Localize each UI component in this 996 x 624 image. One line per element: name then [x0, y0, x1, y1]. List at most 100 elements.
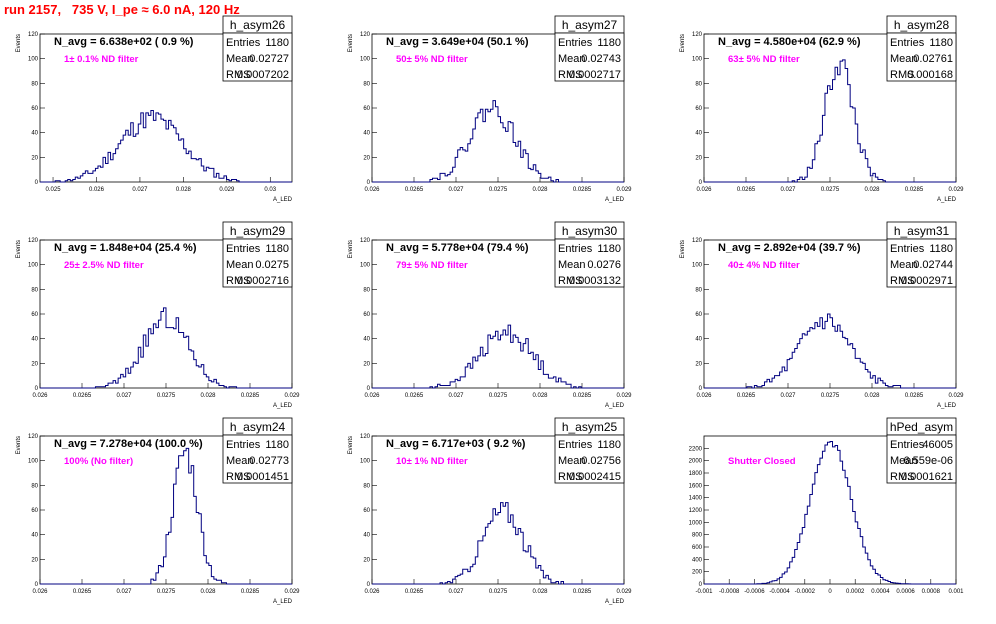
stats-value: 0.0001621	[901, 471, 953, 483]
stats-key: RMS	[558, 275, 582, 287]
stats-box	[886, 32, 957, 82]
x-tick-label: -0.001	[695, 589, 713, 595]
y-tick-label: 60	[695, 312, 702, 318]
x-tick-label: 0.0285	[905, 187, 924, 193]
y-tick-label: 800	[692, 533, 703, 539]
y-tick-label: 40	[31, 131, 38, 137]
x-tick-label: 0.0004	[871, 589, 890, 595]
histogram-panel-h_asym31: 0 20 40 60 80 100 120 0.026 0.0265 0.027 0.0275 0.0…	[664, 221, 996, 428]
stats-value: 0.02756	[581, 455, 621, 467]
y-tick-label: 80	[31, 287, 38, 293]
histogram-series-hPed_asym	[704, 440, 956, 585]
stats-value: 1180	[929, 243, 953, 255]
histogram-svg: 0 200 400 600 800 1000 1200 1400 1600 1800 2000 220…	[689, 417, 964, 595]
y-axis-label: Events	[16, 34, 22, 52]
x-tick-label: 0.001	[948, 589, 964, 595]
stats-key: Entries	[890, 243, 925, 255]
y-tick-label: 0	[367, 180, 371, 186]
y-tick-label: 2200	[689, 446, 703, 452]
x-tick-label: 0.029	[616, 589, 632, 595]
x-axis-label: A_LED	[605, 599, 625, 605]
x-tick-label: 0.0265	[405, 393, 424, 399]
y-tick-label: 100	[692, 263, 703, 269]
n-avg-label: N_avg = 5.778e+04 (79.4 %)	[386, 242, 529, 254]
y-tick-label: 120	[360, 32, 371, 38]
stats-value: 0.02744	[913, 259, 953, 271]
filter-label: 50± 5% ND filter	[396, 54, 468, 65]
y-tick-label: 120	[692, 238, 703, 244]
y-tick-label: 100	[360, 57, 371, 63]
x-axis-label: A_LED	[273, 599, 293, 605]
n-avg-label: N_avg = 6.638e+02 ( 0.9 %)	[54, 36, 194, 48]
x-tick-label: 0.0285	[241, 393, 260, 399]
stats-value: 0.02761	[913, 53, 953, 65]
y-tick-label: 20	[695, 155, 702, 161]
y-tick-label: 100	[28, 459, 39, 465]
histogram-panel-h_asym29: 0 20 40 60 80 100 120 0.026 0.0265 0.027 0.0275 0.0…	[0, 221, 332, 428]
y-tick-label: 1000	[689, 520, 703, 526]
stats-value: 1180	[597, 439, 621, 451]
histogram-series-h_asym27	[372, 100, 624, 183]
stats-key: Mean	[890, 53, 918, 65]
x-tick-label: 0.0285	[905, 393, 924, 399]
x-tick-label: 0.0002	[846, 589, 865, 595]
y-axis-label: Events	[680, 240, 686, 258]
stats-title: h_asym30	[562, 224, 618, 238]
histogram-panel-h_asym26: 0 20 40 60 80 100 120 0.025 0.026 0.027 0.028 0.029…	[0, 15, 332, 222]
histogram-series-h_asym25	[372, 502, 624, 585]
stats-title: hPed_asym	[890, 420, 953, 434]
x-tick-label: 0.027	[448, 393, 464, 399]
stats-value: 1180	[597, 243, 621, 255]
x-tick-label: 0.026	[364, 589, 380, 595]
y-tick-label: 60	[363, 312, 370, 318]
y-tick-label: 0	[35, 386, 39, 392]
stats-key: Mean	[226, 53, 254, 65]
histogram-series-h_asym26	[40, 109, 292, 183]
stats-title: h_asym28	[894, 18, 950, 32]
stats-key: Mean	[558, 259, 586, 271]
filter-label: Shutter Closed	[728, 456, 796, 467]
n-avg-label: N_avg = 1.848e+04 (25.4 %)	[54, 242, 197, 254]
x-tick-label: 0.026	[89, 187, 105, 193]
x-tick-label: -0.0002	[795, 589, 816, 595]
y-axis-label: Events	[16, 436, 22, 454]
n-avg-label: N_avg = 2.892e+04 (39.7 %)	[718, 242, 861, 254]
filter-label: 1± 0.1% ND filter	[64, 54, 139, 65]
histogram-panel-h_asym28: 0 20 40 60 80 100 120 0.026 0.0265 0.027 0.0275 0.0…	[664, 15, 996, 222]
y-tick-label: 0	[367, 386, 371, 392]
x-tick-label: 0.029	[219, 187, 235, 193]
x-tick-label: 0.027	[780, 393, 796, 399]
stats-value: 0.0276	[587, 259, 621, 271]
x-tick-label: 0.03	[264, 187, 276, 193]
stats-title: h_asym29	[230, 224, 286, 238]
histogram-svg: 0 20 40 60 80 100 120 0.026 0.0265 0.027 0.0275 0.0…	[16, 417, 300, 605]
y-tick-label: 20	[363, 361, 370, 367]
x-tick-label: 0.027	[132, 187, 148, 193]
x-tick-label: 0.029	[284, 393, 300, 399]
stats-key: Mean	[558, 455, 586, 467]
histogram-series-h_asym30	[372, 324, 624, 389]
stats-value: 0.02773	[249, 455, 289, 467]
stats-key: RMS	[890, 471, 914, 483]
histogram-svg: 0 20 40 60 80 100 120 0.026 0.0265 0.027 0.0275 0.0…	[16, 221, 300, 409]
histogram-svg: 0 20 40 60 80 100 120 0.026 0.0265 0.027 0.0275 0.0…	[348, 15, 632, 203]
stats-key: Entries	[226, 439, 261, 451]
histogram-panel-h_asym27: 0 20 40 60 80 100 120 0.026 0.0265 0.027 0.0275 0.0…	[332, 15, 664, 222]
x-tick-label: 0.027	[448, 187, 464, 193]
x-tick-label: 0.028	[864, 187, 880, 193]
stats-box	[554, 434, 625, 484]
x-tick-label: 0.0265	[73, 393, 92, 399]
stats-box	[554, 238, 625, 288]
stats-box	[222, 434, 293, 484]
x-tick-label: 0.026	[696, 393, 712, 399]
x-tick-label: 0.0275	[157, 393, 176, 399]
y-tick-label: 200	[692, 570, 703, 576]
n-avg-label: N_avg = 6.717e+03 ( 9.2 %)	[386, 438, 526, 450]
x-axis-label: A_LED	[605, 197, 625, 203]
stats-value: 0.0001451	[237, 471, 289, 483]
x-tick-label: 0.027	[448, 589, 464, 595]
y-tick-label: 120	[692, 32, 703, 38]
filter-label: 100% (No filter)	[64, 456, 133, 467]
y-tick-label: 80	[695, 81, 702, 87]
x-tick-label: 0.0265	[737, 187, 756, 193]
